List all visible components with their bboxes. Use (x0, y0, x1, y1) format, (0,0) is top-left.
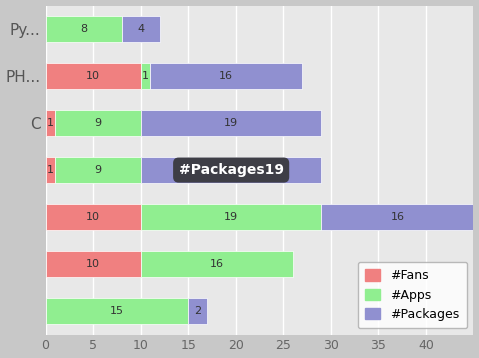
Bar (141, 204, 321, 230)
Bar (46, 63, 141, 89)
Bar (55, 110, 141, 136)
Bar (141, 110, 321, 136)
Bar (46, 298, 188, 324)
Bar (122, 16, 160, 42)
Bar (141, 63, 150, 89)
Text: 16: 16 (390, 212, 404, 222)
Legend: #Fans, #Apps, #Packages: #Fans, #Apps, #Packages (358, 262, 467, 328)
Bar (46, 16, 122, 42)
Bar (46, 110, 55, 136)
Bar (141, 251, 293, 277)
Text: 19: 19 (224, 212, 238, 222)
Text: 19: 19 (224, 118, 238, 128)
Bar (55, 157, 141, 183)
Text: 9: 9 (94, 118, 102, 128)
Text: 1: 1 (47, 165, 54, 175)
Bar (46, 251, 141, 277)
Text: 1: 1 (142, 71, 149, 81)
Text: 2: 2 (194, 306, 201, 316)
Text: 4: 4 (137, 24, 144, 34)
Text: 16: 16 (219, 71, 233, 81)
Text: 10: 10 (86, 71, 100, 81)
Text: 8: 8 (80, 24, 87, 34)
Bar (46, 157, 55, 183)
Bar (150, 63, 302, 89)
Text: 10: 10 (86, 212, 100, 222)
Text: 15: 15 (110, 306, 124, 316)
Text: 9: 9 (94, 165, 102, 175)
Text: 10: 10 (86, 259, 100, 269)
Text: #Packages19: #Packages19 (179, 163, 284, 177)
Text: 1: 1 (47, 118, 54, 128)
Bar (141, 157, 321, 183)
Bar (46, 204, 141, 230)
Text: 19: 19 (224, 165, 238, 175)
Text: 16: 16 (210, 259, 224, 269)
Bar (321, 204, 473, 230)
Bar (188, 298, 207, 324)
